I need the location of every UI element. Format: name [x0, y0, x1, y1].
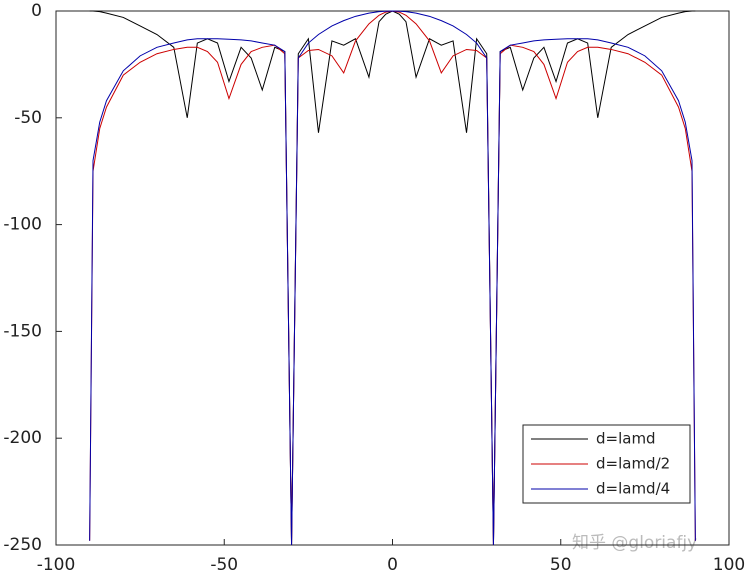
x-tick-label: 0 — [387, 555, 398, 575]
y-tick-label: -250 — [3, 535, 42, 555]
series-line — [89, 10, 696, 546]
watermark: 知乎 @gloriafjy — [572, 533, 697, 553]
legend-label: d=lamd/2 — [596, 455, 670, 473]
y-tick-label: -50 — [14, 108, 42, 128]
x-tick-label: -100 — [37, 555, 76, 575]
y-tick-label: 0 — [31, 1, 42, 21]
y-tick-label: -150 — [3, 321, 42, 341]
x-tick-label: 50 — [550, 555, 572, 575]
x-tick-label: -50 — [210, 555, 238, 575]
y-tick-label: -100 — [3, 215, 42, 235]
x-tick-label: 100 — [713, 555, 745, 575]
legend-label: d=lamd — [596, 430, 656, 448]
legend-label: d=lamd/4 — [596, 480, 670, 498]
y-tick-label: -200 — [3, 428, 42, 448]
